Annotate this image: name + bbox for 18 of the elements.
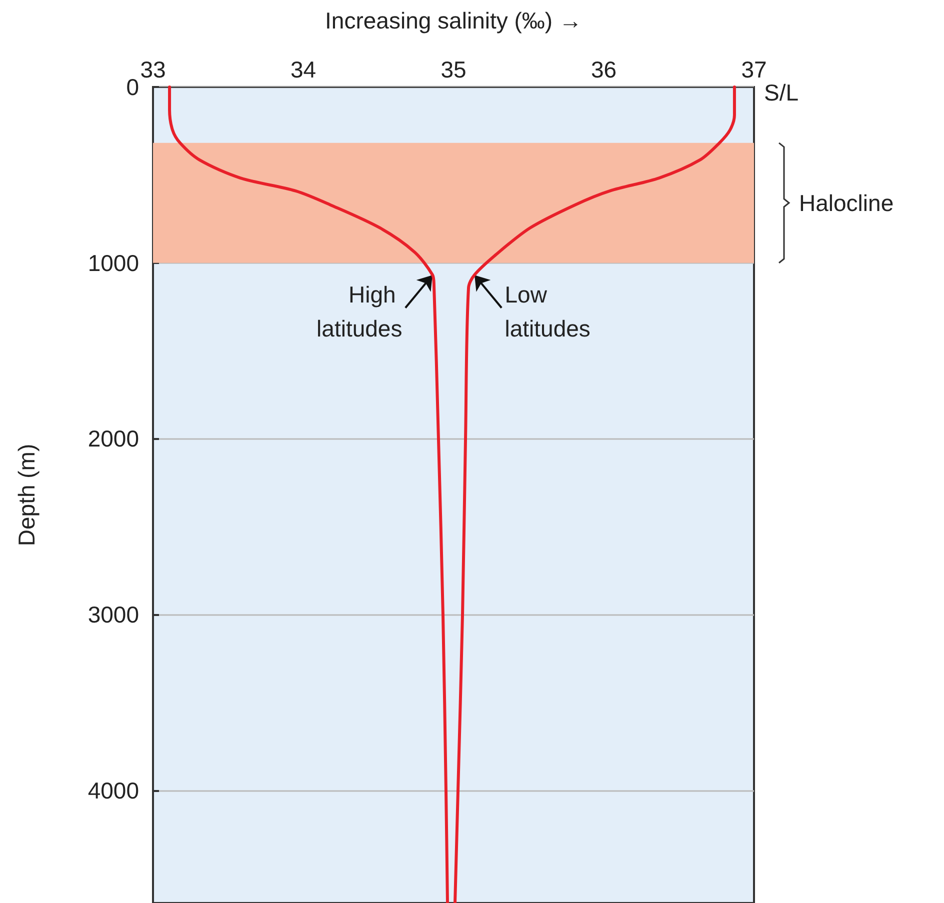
y-tick-label: 4000 bbox=[88, 777, 139, 804]
x-tick-label: 37 bbox=[741, 56, 767, 82]
x-tick-label: 33 bbox=[140, 56, 166, 82]
y-axis-title: Depth (m) bbox=[14, 444, 40, 546]
y-tick-label: 0 bbox=[126, 74, 139, 100]
y-tick-label: 2000 bbox=[88, 426, 139, 452]
x-tick-label: 36 bbox=[590, 56, 617, 82]
line-series bbox=[454, 86, 736, 903]
band-label: Halocline bbox=[799, 190, 894, 216]
y-tick-label: 3000 bbox=[88, 602, 139, 628]
x-axis-title: Increasing salinity (‰) → bbox=[325, 8, 582, 34]
line-series bbox=[168, 86, 449, 903]
y-tick-label: 1000 bbox=[88, 250, 139, 276]
annotation: Low latitudes bbox=[504, 282, 590, 342]
annotation: High latitudes bbox=[316, 282, 402, 342]
x-tick-label: 34 bbox=[290, 56, 316, 82]
text: S/L bbox=[764, 80, 799, 106]
x-tick-label: 35 bbox=[440, 56, 466, 82]
